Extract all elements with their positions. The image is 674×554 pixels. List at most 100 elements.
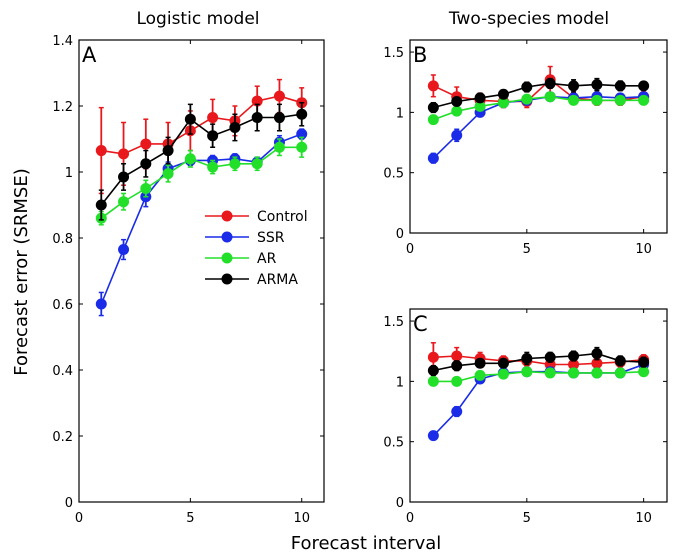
data-point (591, 94, 603, 106)
series-line (432, 95, 644, 159)
data-point (273, 90, 285, 102)
data-point (251, 112, 263, 124)
data-point (118, 148, 130, 160)
legend-entry-ar: AR (257, 251, 277, 267)
data-point (568, 350, 580, 362)
data-point (614, 80, 626, 92)
title-logistic-model: Logistic model (136, 9, 259, 29)
data-point (638, 356, 650, 368)
data-point (474, 92, 486, 104)
series-line (432, 363, 644, 437)
y-tick-label: 1.5 (383, 46, 404, 61)
data-point (95, 298, 107, 310)
x-tick-label: 10 (293, 511, 310, 526)
x-tick-label: 0 (406, 511, 414, 526)
x-tick-label: 5 (186, 511, 194, 526)
data-point (497, 88, 509, 100)
x-tick-label: 0 (406, 242, 414, 257)
data-point (638, 80, 650, 92)
data-point (451, 406, 463, 418)
x-axis-label: Forecast interval (291, 533, 442, 554)
data-point (296, 108, 308, 120)
y-tick-label: 1.4 (52, 34, 73, 49)
series-arma (427, 77, 650, 114)
data-point (140, 158, 152, 170)
data-point (118, 171, 130, 183)
plot-frame (409, 39, 668, 234)
legend: Control SSR AR ARMA (205, 209, 308, 288)
data-point (591, 357, 603, 369)
data-point (451, 360, 463, 372)
data-point (568, 80, 580, 92)
legend-entry-ssr: SSR (257, 230, 285, 246)
data-point (207, 130, 219, 142)
data-point (451, 129, 463, 141)
data-point (95, 145, 107, 157)
panel-letter: C (413, 312, 428, 336)
legend-swatch-marker (221, 252, 233, 264)
y-tick-label: 0 (396, 227, 404, 242)
data-point (427, 351, 439, 363)
data-point (162, 168, 174, 180)
data-point (427, 80, 439, 92)
y-tick-label: 0.8 (52, 232, 73, 247)
data-point (229, 158, 241, 170)
data-point (544, 91, 556, 103)
legend-swatch-marker (221, 273, 233, 285)
y-tick-label: 1.5 (383, 315, 404, 330)
data-point (544, 351, 556, 363)
data-point (451, 350, 463, 362)
data-point (497, 368, 509, 380)
panel-b: 0 5 10 0 0.5 1 1.5 B (383, 39, 668, 257)
data-point (568, 367, 580, 379)
series-line (100, 146, 302, 219)
data-point (544, 367, 556, 379)
data-point (118, 196, 130, 208)
data-point (568, 358, 580, 370)
data-point (251, 158, 263, 170)
data-point (521, 366, 533, 378)
plots-layer: 0 5 1000.20.40.60.811.21.4AControlSSRARARM… (52, 34, 668, 526)
data-point (427, 375, 439, 387)
y-tick-label: 1 (396, 375, 404, 390)
panel-letter: A (82, 43, 97, 67)
data-point (474, 369, 486, 381)
data-point (497, 357, 509, 369)
data-point (521, 93, 533, 105)
series-line (100, 113, 302, 206)
data-point (591, 367, 603, 379)
title-two-species-model: Two-species model (448, 9, 609, 29)
panel-letter: B (413, 43, 427, 67)
data-point (118, 244, 130, 256)
y-tick-label: 0.5 (383, 167, 404, 182)
data-point (184, 153, 196, 165)
plot-frame (78, 39, 325, 503)
data-point (638, 94, 650, 106)
legend-entry-arma: ARMA (257, 272, 298, 288)
x-tick-label: 5 (523, 511, 531, 526)
data-point (273, 141, 285, 153)
series-line (433, 82, 644, 109)
data-point (427, 365, 439, 377)
panel-a: 0 5 10 0 0.2 0.4 0.6 0.8 1 1.2 1.4 A Control SSR AR ARM… (52, 34, 325, 526)
y-tick-label: 1 (65, 166, 73, 181)
y-tick-label: 0.4 (52, 364, 73, 379)
y-tick-label: 0 (396, 496, 404, 511)
data-point (427, 102, 439, 114)
data-point (614, 94, 626, 106)
data-point (591, 79, 603, 91)
series-arma (427, 346, 650, 377)
series-line (433, 355, 644, 366)
data-point (451, 105, 463, 117)
series-line (433, 370, 644, 383)
data-point (568, 94, 580, 106)
y-tick-label: 0.5 (383, 436, 404, 451)
data-point (451, 96, 463, 108)
data-point (591, 348, 603, 360)
data-point (614, 355, 626, 367)
data-point (614, 367, 626, 379)
data-point (521, 81, 533, 93)
y-tick-label: 1 (396, 106, 404, 121)
y-tick-label: 0.6 (52, 298, 73, 313)
